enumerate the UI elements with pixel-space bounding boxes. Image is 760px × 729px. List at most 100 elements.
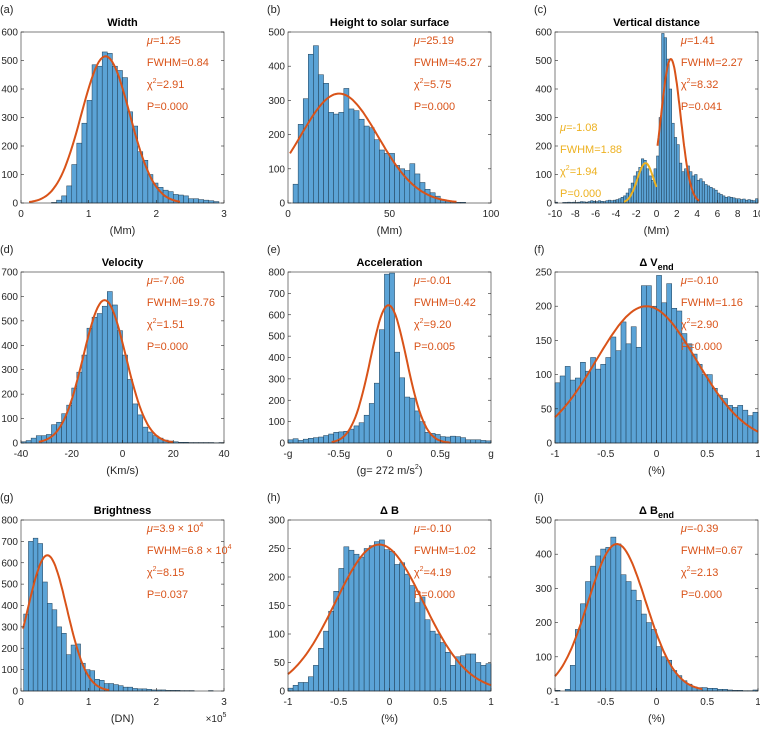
y-tick-label: 100 <box>535 370 552 381</box>
mu-value: 1.25 <box>159 35 180 47</box>
histogram-bar <box>193 198 199 204</box>
chart-title: Vertical distance <box>613 17 700 29</box>
histogram-bar <box>646 622 652 692</box>
annotation-mu: μ=-0.01 <box>413 275 452 287</box>
histogram-bar <box>684 168 688 204</box>
y-tick-label: 800 <box>268 268 285 279</box>
x-label-text: (Mm) <box>644 225 670 237</box>
histogram-bar <box>605 547 612 692</box>
histogram-bar <box>424 619 431 692</box>
x-label-text: (%) <box>648 465 665 477</box>
histogram-bar <box>318 436 324 444</box>
chi-label: χ <box>414 319 420 331</box>
histogram-bar <box>674 137 678 204</box>
y-tick-label: 200 <box>1 390 18 401</box>
p-value: 0.041 <box>695 101 723 113</box>
histogram-bar <box>292 183 299 204</box>
histogram-bar <box>600 548 606 692</box>
histogram-bar <box>686 343 693 444</box>
chi-label: χ <box>560 166 566 178</box>
multiplier-text: ×10 <box>206 714 223 725</box>
y-tick-label: 100 <box>1 665 18 676</box>
chi-exponent: 2 <box>687 318 691 325</box>
histogram-bar <box>96 65 103 204</box>
histogram-bar <box>297 440 304 444</box>
histogram-bar <box>661 33 665 204</box>
fwhm-value: 2.27 <box>722 57 743 69</box>
x-tick-label: -40 <box>14 449 29 460</box>
histogram-bar <box>81 354 88 444</box>
histogram-bar <box>656 646 662 692</box>
histogram-panel: 0 50 100 150 200 250 -1 -0.5 0 0.5 1 (f) Δ Vend (%) μ=… <box>534 244 760 477</box>
histogram-bar <box>709 187 713 204</box>
histogram-bar <box>676 144 680 204</box>
fwhm-label: FWHM= <box>147 545 188 557</box>
x-label-tail: ) <box>419 465 423 477</box>
histogram-bar <box>358 422 365 444</box>
histogram-bar <box>666 58 670 204</box>
histogram-bar <box>651 179 655 204</box>
x-tick-label: 3 <box>221 209 227 220</box>
histogram-bar <box>107 53 113 204</box>
chi-equals: = <box>424 319 430 331</box>
gaussian-fit-line <box>22 554 110 692</box>
chi-label: χ <box>414 567 420 579</box>
mu-exponent: 4 <box>199 522 203 529</box>
histogram-bar <box>460 655 466 692</box>
p-label: P= <box>147 101 161 113</box>
histogram-bar <box>737 405 744 444</box>
mu-label: μ= <box>680 523 694 535</box>
fwhm-label: FWHM= <box>560 144 601 156</box>
x-axis-label: (g= 272 m/s2) <box>357 464 423 477</box>
p-value: 0.000 <box>695 341 723 353</box>
histogram-bar <box>752 411 759 444</box>
histogram-bar <box>610 536 617 692</box>
chi2-value: 8.32 <box>697 79 718 91</box>
annotation-p: P=0.000 <box>147 101 188 113</box>
histogram-bar <box>485 663 492 692</box>
histogram-bar <box>112 65 118 204</box>
chart-title: Δ Bend <box>639 505 674 520</box>
annotation-mu: μ=3.9 × 104 <box>146 522 204 535</box>
x-tick-label: 1 <box>86 697 92 708</box>
histogram-bar <box>363 414 370 444</box>
chi-exponent: 2 <box>420 78 424 85</box>
histogram-bar <box>108 683 114 692</box>
chi-equals: = <box>570 166 576 178</box>
x-tick-label: -0.5g <box>327 449 350 460</box>
annotation-fwhm: FWHM=2.27 <box>681 57 743 69</box>
y-tick-label: 50 <box>541 404 553 415</box>
chi2-value: 5.75 <box>430 79 451 91</box>
histogram-bar <box>308 438 314 444</box>
mu-label: μ= <box>680 35 694 47</box>
y-tick-label: 100 <box>268 164 285 175</box>
y-tick-label: 600 <box>535 28 552 39</box>
histogram-bar <box>363 548 370 692</box>
chi-exponent: 2 <box>153 318 157 325</box>
x-tick-label: 0 <box>387 697 393 708</box>
histogram-bar <box>608 199 612 204</box>
x-label-text: (%) <box>648 713 665 725</box>
histogram-bar <box>368 545 375 692</box>
histogram-bar <box>71 164 78 204</box>
histogram-bar <box>208 200 215 204</box>
fwhm-value: 1.02 <box>455 545 476 557</box>
x-axis-label: (Km/s) <box>106 465 138 477</box>
x-tick-label: 2 <box>154 209 160 220</box>
histogram-bar <box>625 343 632 444</box>
annotation-mu: μ=-0.10 <box>413 523 452 535</box>
histogram-bar <box>127 686 133 692</box>
fwhm-value: 19.76 <box>188 297 216 309</box>
chi-exponent: 2 <box>153 566 157 573</box>
histogram-bar <box>70 644 77 692</box>
y-tick-label: 300 <box>268 374 285 385</box>
histogram-bar <box>374 382 380 444</box>
y-tick-label: 200 <box>268 130 285 141</box>
histogram-bar <box>668 88 672 204</box>
y-tick-label: 700 <box>1 268 18 279</box>
x-tick-label: -0.5 <box>330 697 348 708</box>
histogram-bar <box>66 185 73 204</box>
histogram-bar <box>651 305 657 444</box>
title-text: Width <box>107 17 138 29</box>
x-tick-label: 0 <box>654 209 660 220</box>
